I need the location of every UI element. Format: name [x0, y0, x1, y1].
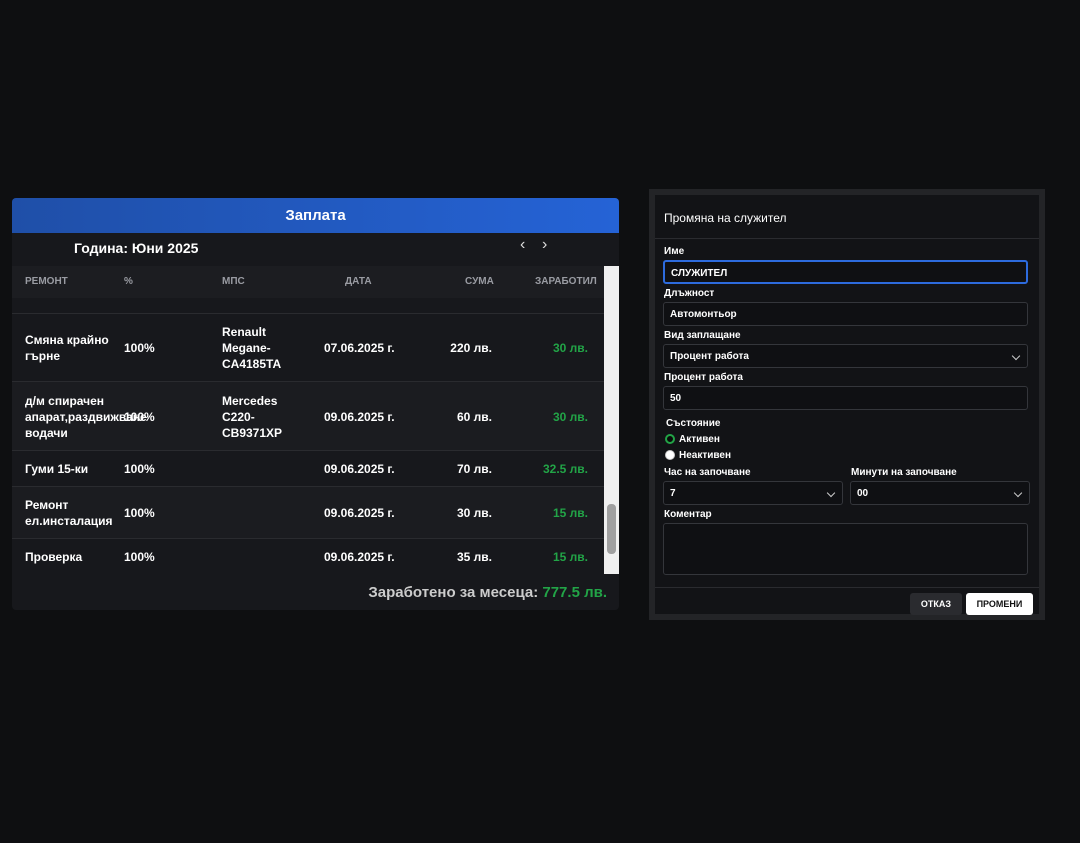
cell-earned: 15 лв. [552, 506, 588, 520]
cell-sum: 60 лв. [456, 409, 492, 424]
hour-select[interactable]: 7 [663, 481, 843, 505]
column-header: МПС [222, 276, 245, 287]
name-input[interactable]: СЛУЖИТЕЛ [663, 260, 1028, 284]
table-row: д/м спирачен апарат,раздвижване водачи 10… [12, 381, 604, 451]
total-label: Заработено за месеца: [368, 584, 539, 601]
divider [655, 238, 1039, 239]
table-row: Ремонт ел.инсталация 100% 09.06.2025 г. 30 … [12, 486, 604, 539]
radio-active[interactable] [665, 434, 675, 444]
label: Процент работа [664, 372, 743, 383]
cell-vehicle: Mercedes C220-CB9371XP [222, 393, 283, 440]
value: 7 [670, 488, 676, 499]
radio-inactive[interactable] [665, 450, 675, 460]
total: Заработено за месеца: 777.5 лв. [368, 584, 607, 601]
total-value: 777.5 лв. [542, 584, 607, 601]
table-row: Проверка 100% 09.06.2025 г. 35 лв. 15 лв. [12, 538, 604, 575]
cell-earned: 30 лв. [552, 341, 588, 355]
cancel-button[interactable]: ОТКАЗ [910, 593, 962, 615]
cell-vehicle: Renault Megane-CA4185TA [222, 325, 282, 371]
cell-percent: 100% [124, 506, 155, 520]
cell-sum: 30 лв. [456, 506, 492, 520]
cell-earned: 32.5 лв. [542, 462, 588, 476]
save-button[interactable]: ПРОМЕНИ [966, 593, 1033, 615]
label: Име [664, 246, 685, 257]
cell-date: 09.06.2025 г. [324, 506, 395, 520]
scrollbar[interactable] [604, 266, 619, 574]
minute-select[interactable]: 00 [850, 481, 1030, 505]
label: Състояние [666, 418, 721, 429]
value: 00 [857, 488, 869, 499]
cell-percent: 100% [124, 462, 155, 476]
pay-type-select[interactable]: Процент работа [663, 344, 1028, 368]
column-header: % [124, 276, 133, 287]
table-row: Смяна крайно гърне 100% Renault Megane-CA4… [12, 313, 604, 382]
label: Длъжност [664, 288, 715, 299]
next-month[interactable]: › [542, 236, 548, 253]
cell-date: 07.06.2025 г. [324, 341, 395, 355]
label: Коментар [664, 509, 712, 520]
radio-label: Неактивен [679, 450, 732, 461]
edit-dialog: Промяна на служител Име СЛУЖИТЕЛ Длъжнос… [649, 189, 1045, 620]
value: Процент работа [670, 351, 749, 362]
column-header: ДАТА [345, 276, 372, 287]
cell-percent: 100% [124, 550, 155, 564]
position-input[interactable]: Автомонтьор [663, 302, 1028, 326]
cell-repair: д/м спирачен апарат,раздвижване водачи [25, 393, 147, 440]
cell-sum: 220 лв. [450, 341, 492, 355]
salary-panel: Заплата Година: Юни 2025 ‹ › Смяна крайн… [12, 198, 619, 610]
cell-sum: 70 лв. [456, 462, 492, 476]
column-header: ЗАРАБОТИЛ [535, 276, 597, 287]
table-row: Гуми 15-ки 100% 09.06.2025 г. 70 лв. 32.5 лв… [12, 450, 604, 487]
radio-label: Активен [679, 434, 720, 445]
table-header [12, 266, 604, 298]
label: Вид заплащане [664, 330, 741, 341]
cell-earned: 30 лв. [552, 409, 588, 424]
cell-sum: 35 лв. [456, 550, 492, 564]
panel-title: Заплата [12, 198, 619, 233]
dialog-title: Промяна на служител [664, 211, 787, 225]
cell-repair: Гуми 15-ки [25, 462, 89, 476]
cell-percent: 100% [124, 341, 155, 355]
cell-date: 09.06.2025 г. [324, 550, 395, 564]
comment-input[interactable] [663, 523, 1028, 575]
prev-month[interactable]: ‹ [520, 236, 526, 253]
cell-repair: Проверка [25, 550, 83, 564]
column-header: СУМА [465, 276, 494, 287]
cell-earned: 15 лв. [552, 550, 588, 564]
cell-repair: Ремонт ел.инсталация [25, 498, 113, 528]
column-header: РЕМОНТ [25, 276, 68, 287]
cell-date: 09.06.2025 г. [324, 462, 395, 476]
cell-repair: Смяна крайно гърне [25, 333, 109, 363]
cell-date: 09.06.2025 г. [324, 409, 395, 424]
percent-input[interactable]: 50 [663, 386, 1028, 410]
label: Минути на започване [851, 467, 957, 478]
divider [655, 587, 1039, 588]
period: Година: Юни 2025 [74, 240, 199, 256]
cell-percent: 100% [124, 409, 155, 424]
label: Час на започване [664, 467, 751, 478]
